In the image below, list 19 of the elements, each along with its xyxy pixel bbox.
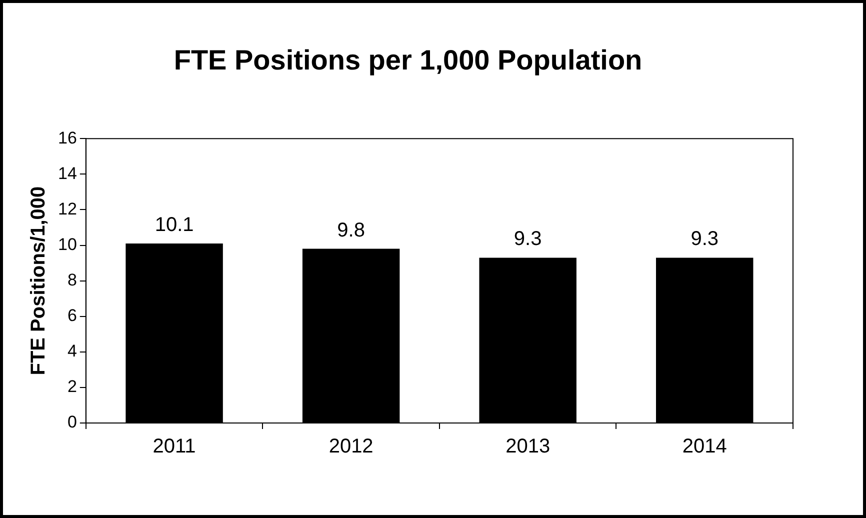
x-tick-label: 2012 (328, 436, 374, 458)
y-axis-title: FTE Positions/1,000 (28, 186, 50, 376)
y-tick-label: 8 (67, 270, 77, 290)
data-label: 9.3 (514, 228, 542, 250)
y-tick-label: 0 (67, 412, 77, 432)
data-label: 9.8 (337, 219, 365, 242)
chart-title: FTE Positions per 1,000 Population (174, 44, 642, 76)
x-tick-label: 2013 (506, 436, 550, 458)
y-tick-label: 6 (67, 306, 77, 326)
y-tick-label: 10 (58, 234, 77, 254)
y-tick-label: 14 (58, 164, 77, 183)
x-tick-label: 2014 (682, 436, 727, 458)
y-tick-label: 4 (67, 342, 77, 361)
x-tick-label: 2011 (152, 436, 196, 458)
y-tick-label: 12 (58, 199, 77, 218)
data-label: 10.1 (154, 214, 194, 236)
y-tick-label: 16 (58, 128, 77, 148)
data-label: 9.3 (690, 228, 719, 250)
y-tick-label: 2 (67, 377, 77, 396)
